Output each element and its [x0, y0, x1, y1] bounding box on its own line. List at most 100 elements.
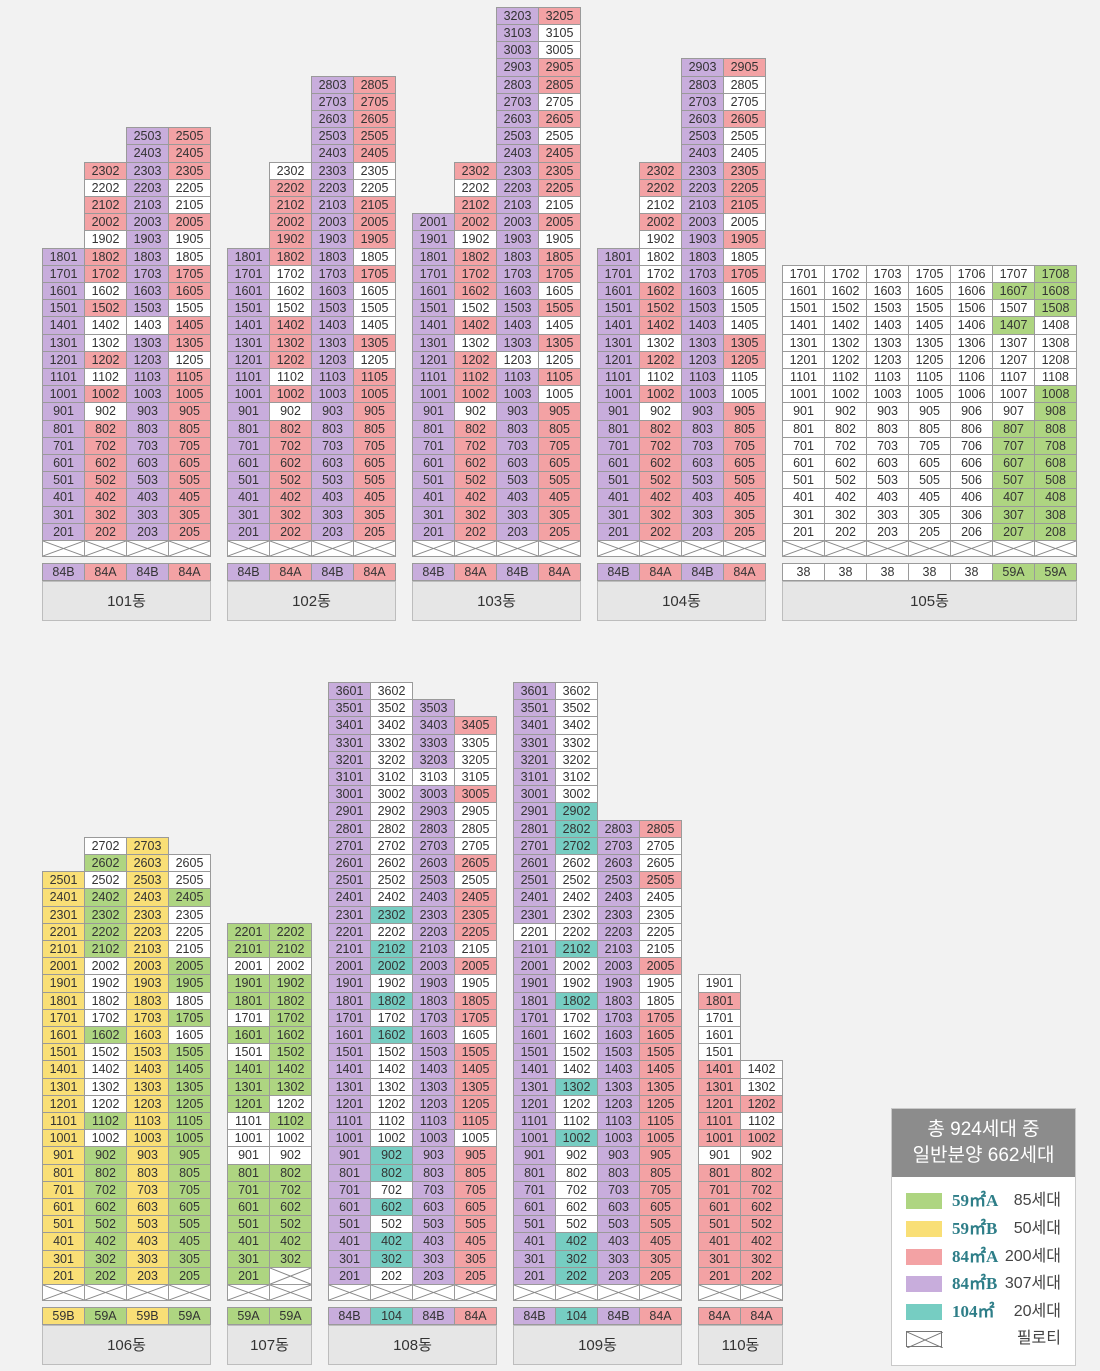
- unit-cell: 203: [412, 1266, 455, 1285]
- unit-cell: 1103: [866, 368, 909, 387]
- unit-cell: 401: [227, 488, 270, 507]
- unit-cell: 2803: [311, 75, 354, 94]
- unit-cell: 1202: [555, 1094, 598, 1113]
- unit-cell: 1602: [84, 1026, 127, 1045]
- unit-cell: 1302: [84, 333, 127, 352]
- unit-cell: 2305: [639, 905, 682, 924]
- unit-cell: 807: [992, 419, 1035, 438]
- unit-cell: 3301: [513, 733, 556, 752]
- unit-cell: 2203: [126, 922, 169, 941]
- unit-cell: 1401: [227, 1060, 270, 1079]
- unit-cell: 405: [454, 1232, 497, 1251]
- unit-cell: 601: [42, 1198, 85, 1217]
- unit-cell: 502: [269, 1215, 312, 1234]
- unit-cell: 1805: [353, 247, 396, 266]
- unit-cell: 1505: [538, 299, 581, 318]
- unit-cell: 3105: [454, 768, 497, 787]
- unit-cell: 2505: [723, 127, 766, 146]
- unit-cell: 1703: [597, 1008, 640, 1027]
- unit-cell: 703: [126, 436, 169, 455]
- unit-cell: 1202: [84, 350, 127, 369]
- unit-cell: 2203: [681, 178, 724, 197]
- unit-cell: 2203: [496, 178, 539, 197]
- unit-cell: 2002: [269, 957, 312, 976]
- unit-cell: 1402: [84, 1060, 127, 1079]
- legend-row-59a: 59㎡A 85세대: [906, 1189, 1061, 1213]
- unit-cell: 1803: [126, 247, 169, 266]
- unit-type-label: 59A: [227, 1307, 270, 1325]
- unit-cell: 1605: [168, 1026, 211, 1045]
- unit-cell: 1905: [454, 974, 497, 993]
- unit-cell: 1003: [126, 1129, 169, 1148]
- legend-count: 20세대: [1013, 1303, 1061, 1320]
- unit-cell: 1902: [555, 974, 598, 993]
- unit-cell: 301: [227, 505, 270, 524]
- unit-cell: 2003: [412, 957, 455, 976]
- unit-cell: 1002: [84, 1129, 127, 1148]
- unit-cell: 901: [42, 402, 85, 421]
- unit-cell: 501: [328, 1215, 371, 1234]
- building-name: 102동: [227, 581, 396, 621]
- unit-cell: 2005: [538, 213, 581, 232]
- unit-cell: 2302: [454, 161, 497, 180]
- unit-cell: 1305: [639, 1077, 682, 1096]
- unit-cell: 1303: [866, 333, 909, 352]
- unit-cell: 3203: [412, 750, 455, 769]
- unit-cell: 1105: [168, 1112, 211, 1131]
- pilotis-cell: [723, 540, 766, 557]
- unit-cell: 902: [269, 1146, 312, 1165]
- unit-cell: 1406: [950, 316, 993, 335]
- unit-cell: 1205: [639, 1094, 682, 1113]
- unit-cell: 1405: [639, 1060, 682, 1079]
- unit-cell: 403: [866, 488, 909, 507]
- unit-cell: 3302: [555, 733, 598, 752]
- unit-cell: 202: [555, 1266, 598, 1285]
- unit-cell: 407: [992, 488, 1035, 507]
- unit-cell: 1101: [328, 1112, 371, 1131]
- unit-cell: 2005: [454, 957, 497, 976]
- unit-cell: 505: [168, 471, 211, 490]
- unit-cell: 205: [723, 522, 766, 541]
- unit-cell: 202: [269, 522, 312, 541]
- unit-cell: 305: [353, 505, 396, 524]
- unit-cell: 1701: [513, 1008, 556, 1027]
- unit-cell: 1403: [412, 1060, 455, 1079]
- unit-cell: 2103: [126, 196, 169, 215]
- unit-cell: 1001: [42, 1129, 85, 1148]
- unit-cell: 2103: [412, 940, 455, 959]
- unit-cell: 503: [126, 1215, 169, 1234]
- legend-type: 84㎡B: [952, 1274, 998, 1293]
- unit-cell: 1601: [227, 1026, 270, 1045]
- swatch-84b: [906, 1276, 942, 1292]
- unit-cell: 1903: [681, 230, 724, 249]
- unit-cell: 1602: [269, 282, 312, 301]
- unit-cell: 1401: [513, 1060, 556, 1079]
- pilotis-cell: [698, 1284, 741, 1301]
- unit-cell: 2102: [370, 940, 413, 959]
- unit-cell: 601: [412, 454, 455, 473]
- unit-type-label: 84A: [84, 563, 127, 581]
- unit-cell: 1901: [412, 230, 455, 249]
- unit-cell: 2003: [496, 213, 539, 232]
- unit-cell: 605: [168, 1198, 211, 1217]
- unit-type-label: 84A: [454, 1307, 497, 1325]
- unit-cell: 1602: [269, 1026, 312, 1045]
- unit-cell: 1802: [84, 991, 127, 1010]
- unit-cell: 2605: [639, 854, 682, 873]
- unit-cell: 2005: [168, 957, 211, 976]
- unit-cell: 3602: [370, 682, 413, 701]
- unit-cell: 1401: [597, 316, 640, 335]
- unit-cell: 1701: [42, 1008, 85, 1027]
- building-name: 109동: [513, 1325, 682, 1365]
- unit-cell: 1202: [824, 350, 867, 369]
- unit-cell: 3301: [328, 733, 371, 752]
- unit-cell: 305: [538, 505, 581, 524]
- unit-cell: 1803: [597, 991, 640, 1010]
- unit-type-label: 59A: [84, 1307, 127, 1325]
- unit-cell: 1205: [168, 1094, 211, 1113]
- unit-cell: 502: [639, 471, 682, 490]
- unit-cell: 2202: [269, 922, 312, 941]
- unit-cell: 1608: [1034, 282, 1077, 301]
- unit-cell: 1202: [269, 1094, 312, 1113]
- unit-cell: 2501: [42, 871, 85, 890]
